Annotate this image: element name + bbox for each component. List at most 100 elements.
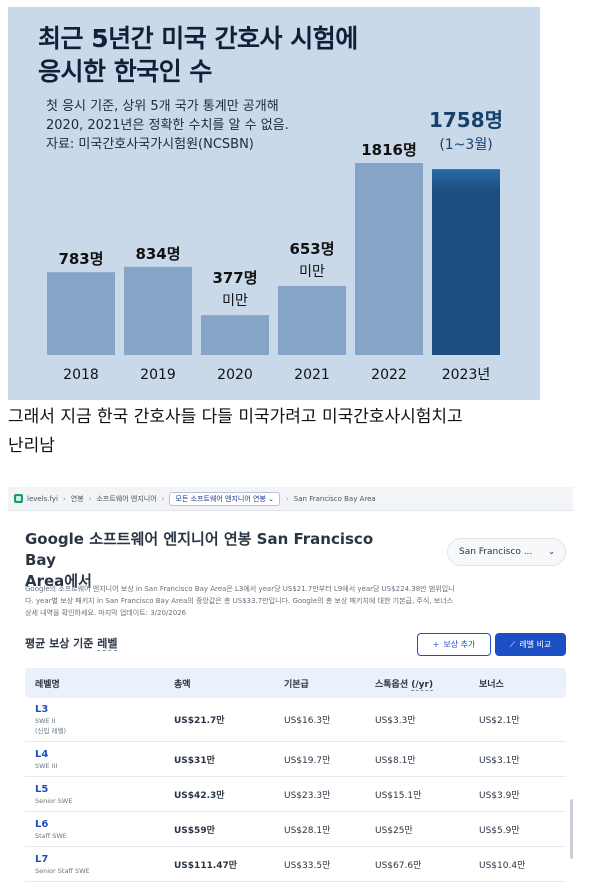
stock-cell: US$3.3만 bbox=[375, 716, 416, 726]
bonus-cell: US$10.4만 bbox=[479, 860, 526, 871]
value-sublabel: (1~3월) bbox=[439, 137, 492, 153]
level-cell: L6 Staff SWE bbox=[25, 818, 174, 841]
table-row[interactable]: L5 Senior SWE US$42.3만 US$23.3만 US$15.1만 US$3… bbox=[25, 777, 566, 812]
category-label: 2018 bbox=[63, 367, 99, 383]
value-label: 783명 bbox=[58, 250, 103, 268]
table-body: L3 SWE II (신입 레벨) US$21.7만 US$16.3만 US$3.3만 US… bbox=[25, 698, 566, 882]
level-title: Senior Staff SWE bbox=[35, 866, 90, 875]
page-title-line-1: Google 소프트웨어 엔지니어 연봉 San Francisco Bay bbox=[25, 530, 374, 569]
chevron-down-icon: ⌄ bbox=[268, 494, 274, 503]
chevron-right-icon: › bbox=[285, 494, 289, 503]
add-compensation-button[interactable]: + 보상 추가 bbox=[417, 633, 491, 656]
value-sublabel: 미만 bbox=[222, 293, 248, 309]
caption-line-2: 난리남 bbox=[8, 436, 55, 456]
bar-2023년 bbox=[432, 169, 500, 355]
table-row[interactable]: L3 SWE II (신입 레벨) US$21.7만 US$16.3만 US$3.3만 US… bbox=[25, 698, 566, 742]
value-sublabel: 미만 bbox=[299, 264, 325, 280]
add-compensation-label: 보상 추가 bbox=[443, 640, 476, 649]
base-cell: US$16.3만 bbox=[284, 716, 331, 726]
level-cell: L7 Senior Staff SWE bbox=[25, 853, 174, 876]
location-dropdown[interactable]: San Francisco ... ⌄ bbox=[447, 538, 566, 566]
bar-2020 bbox=[201, 315, 269, 355]
table-row[interactable]: L6 Staff SWE US$59만 US$28.1만 US$25만 US$5.9만 bbox=[25, 812, 566, 847]
header-bonus[interactable]: 보너스 bbox=[479, 679, 504, 690]
value-label: 1758명 bbox=[429, 108, 503, 132]
section-heading: 평균 보상 기준 레벨 bbox=[25, 635, 118, 651]
level-note: (신입 레벨) bbox=[35, 727, 67, 735]
breadcrumb-salaries[interactable]: 연봉 bbox=[70, 494, 84, 503]
compare-levels-button[interactable]: ⟋ 레벨 비교 bbox=[495, 633, 566, 656]
value-label: 377명 bbox=[212, 269, 257, 287]
breadcrumb-location[interactable]: San Francisco Bay Area bbox=[293, 494, 376, 503]
bar-2022 bbox=[355, 163, 423, 355]
infographic-note: 첫 응시 기준, 상위 5개 국가 통계만 공개해 2020, 2021년은 정… bbox=[46, 97, 346, 154]
level-link[interactable]: L7 bbox=[35, 853, 49, 865]
category-label: 2021 bbox=[294, 367, 330, 383]
chevron-right-icon: › bbox=[62, 494, 66, 503]
value-label: 834명 bbox=[135, 245, 180, 263]
header-stock-per-year: (/yr) bbox=[411, 679, 434, 691]
breadcrumb-site[interactable]: levels.fyi bbox=[27, 494, 58, 503]
bonus-cell: US$3.9만 bbox=[479, 790, 520, 801]
level-title: Senior SWE bbox=[35, 796, 73, 805]
header-level-name[interactable]: 레벨명 bbox=[35, 679, 60, 690]
header-base[interactable]: 기본급 bbox=[284, 679, 309, 690]
stock-cell: US$15.1만 bbox=[375, 790, 422, 801]
stock-cell: US$67.6만 bbox=[375, 860, 422, 871]
chevron-right-icon: › bbox=[161, 494, 165, 503]
total-cell: US$42.3만 bbox=[174, 790, 225, 801]
infographic-note-line-1: 첫 응시 기준, 상위 5개 국가 통계만 공개해 bbox=[46, 99, 279, 114]
post-caption: 그래서 지금 한국 간호사들 다들 미국가려고 미국간호사시험치고 난리남 bbox=[8, 403, 594, 461]
stock-cell: US$25만 bbox=[375, 825, 413, 836]
breadcrumb-select-label: 모든 소프트웨어 엔지니어 연봉 bbox=[175, 494, 266, 503]
table-header: 레벨명 총액 기본급 스톡옵션 (/yr) 보너스 bbox=[25, 668, 566, 698]
page-description-line-2: 다. year별 보상 패키지 in San Francisco Bay Are… bbox=[25, 597, 454, 605]
levels-logo-icon bbox=[14, 494, 23, 503]
page-description-line-1: Google의 소프트웨어 엔지니어 보상 in San Francisco B… bbox=[25, 585, 455, 593]
page-description-line-3: 상세 내역을 확인하세요. 마지막 업데이트: 3/20/2026 bbox=[25, 609, 187, 617]
bar-chart: 783명2018834명2019377명미만2020653명미만20211816… bbox=[47, 108, 503, 383]
table-row[interactable]: L4 SWE III US$31만 US$19.7만 US$8.1만 US$3.1만 bbox=[25, 742, 566, 777]
page-description: Google의 소프트웨어 엔지니어 보상 in San Francisco B… bbox=[25, 583, 570, 619]
plus-icon: + bbox=[432, 640, 440, 649]
page-title-line-2: Area에서 bbox=[25, 572, 92, 590]
infographic-note-source: 자료: 미국간호사국가시험원(NCSBN) bbox=[46, 137, 254, 152]
level-link[interactable]: L3 bbox=[35, 704, 49, 715]
caption-line-1: 그래서 지금 한국 간호사들 다들 미국가려고 미국간호사시험치고 bbox=[8, 407, 463, 427]
compare-icon: ⟋ bbox=[509, 639, 516, 649]
category-label: 2023년 bbox=[442, 367, 491, 383]
breadcrumb: levels.fyi › 연봉 › 소프트웨어 엔지니어 › 모든 소프트웨어 … bbox=[8, 487, 573, 511]
level-link[interactable]: L4 bbox=[35, 748, 49, 760]
value-label: 653명 bbox=[289, 240, 334, 258]
total-cell: US$59만 bbox=[174, 825, 215, 836]
category-label: 2019 bbox=[140, 367, 176, 383]
level-link[interactable]: L6 bbox=[35, 818, 49, 830]
level-cell: L3 SWE II (신입 레벨) bbox=[25, 703, 174, 736]
header-total[interactable]: 총액 bbox=[174, 679, 191, 690]
header-stock-label: 스톡옵션 bbox=[375, 679, 412, 690]
level-cell: L4 SWE III bbox=[25, 748, 174, 771]
breadcrumb-select[interactable]: 모든 소프트웨어 엔지니어 연봉 ⌄ bbox=[169, 491, 280, 506]
infographic-title-line-1: 최근 5년간 미국 간호사 시험에 bbox=[38, 24, 358, 53]
level-title: SWE II bbox=[35, 717, 56, 725]
infographic-panel: 최근 5년간 미국 간호사 시험에 응시한 한국인 수 첫 응시 기준, 상위 … bbox=[8, 7, 540, 400]
header-stock[interactable]: 스톡옵션 (/yr) bbox=[375, 677, 479, 691]
section-heading-level-link[interactable]: 레벨 bbox=[97, 637, 118, 651]
total-cell: US$31만 bbox=[174, 755, 215, 766]
value-label: 1816명 bbox=[361, 141, 417, 159]
total-cell: US$21.7만 bbox=[174, 716, 225, 726]
breadcrumb-software-engineer[interactable]: 소프트웨어 엔지니어 bbox=[96, 494, 157, 503]
section-heading-text: 평균 보상 기준 bbox=[25, 637, 98, 650]
stock-cell: US$8.1만 bbox=[375, 755, 416, 766]
total-cell: US$111.47만 bbox=[174, 860, 238, 871]
compensation-table: 레벨명 총액 기본급 스톡옵션 (/yr) 보너스 L3 SWE II (신입 레벨… bbox=[25, 668, 566, 882]
table-row[interactable]: L7 Senior Staff SWE US$111.47만 US$33.5만 US$6… bbox=[25, 847, 566, 882]
base-cell: US$19.7만 bbox=[284, 755, 331, 766]
bonus-cell: US$2.1만 bbox=[479, 716, 520, 726]
compare-levels-label: 레벨 비교 bbox=[519, 640, 552, 649]
level-link[interactable]: L5 bbox=[35, 783, 49, 795]
base-cell: US$28.1만 bbox=[284, 825, 331, 836]
chevron-right-icon: › bbox=[88, 494, 92, 503]
scrollbar[interactable] bbox=[570, 799, 573, 859]
infographic-title-line-2: 응시한 한국인 수 bbox=[38, 57, 212, 86]
